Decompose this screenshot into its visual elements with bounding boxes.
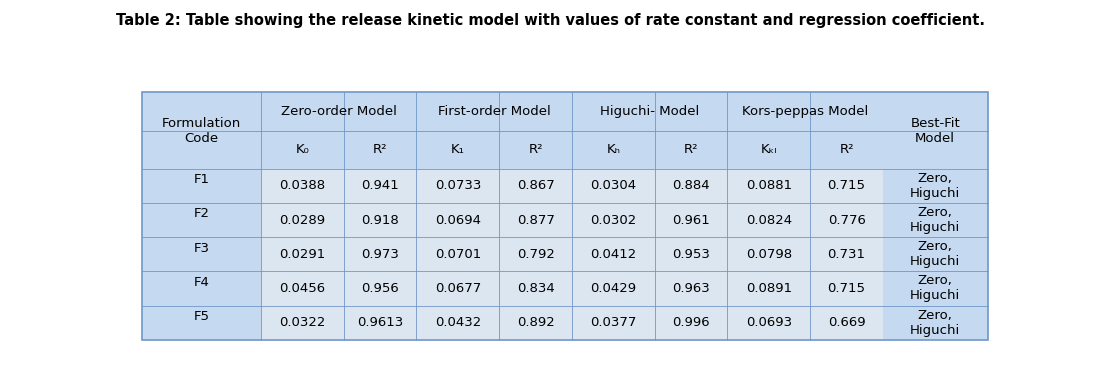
Text: Table 2: Table showing the release kinetic model with values of rate constant an: Table 2: Table showing the release kinet… xyxy=(117,13,985,28)
Text: F4: F4 xyxy=(194,276,209,289)
Text: 0.877: 0.877 xyxy=(517,214,554,227)
Text: Higuchi- Model: Higuchi- Model xyxy=(599,105,699,118)
Text: F1: F1 xyxy=(194,173,209,186)
Text: 0.0881: 0.0881 xyxy=(746,179,792,192)
Text: 0.0701: 0.0701 xyxy=(435,248,480,261)
Text: 0.0291: 0.0291 xyxy=(279,248,325,261)
Text: 0.973: 0.973 xyxy=(361,248,399,261)
Text: 0.0412: 0.0412 xyxy=(591,248,637,261)
Text: R²: R² xyxy=(684,143,699,156)
Text: 0.834: 0.834 xyxy=(517,282,554,295)
Text: 0.669: 0.669 xyxy=(828,316,865,329)
Text: Zero,
Higuchi: Zero, Higuchi xyxy=(910,172,960,200)
Text: 0.0289: 0.0289 xyxy=(279,214,325,227)
Text: 0.892: 0.892 xyxy=(517,316,554,329)
Text: 0.0693: 0.0693 xyxy=(746,316,792,329)
Text: Kₖₗ: Kₖₗ xyxy=(760,143,777,156)
Text: Zero,
Higuchi: Zero, Higuchi xyxy=(910,240,960,268)
Text: First-order Model: First-order Model xyxy=(437,105,550,118)
Text: 0.884: 0.884 xyxy=(672,179,710,192)
Text: 0.731: 0.731 xyxy=(828,248,865,261)
Text: 0.956: 0.956 xyxy=(361,282,399,295)
Text: 0.996: 0.996 xyxy=(672,316,710,329)
Text: K₀: K₀ xyxy=(295,143,310,156)
Text: 0.0377: 0.0377 xyxy=(591,316,637,329)
Text: 0.0429: 0.0429 xyxy=(591,282,637,295)
Text: 0.0432: 0.0432 xyxy=(435,316,480,329)
Text: K₁: K₁ xyxy=(451,143,465,156)
Text: Zero,
Higuchi: Zero, Higuchi xyxy=(910,206,960,234)
Text: Best-Fit
Model: Best-Fit Model xyxy=(910,117,960,144)
Text: 0.963: 0.963 xyxy=(672,282,710,295)
Text: 0.0456: 0.0456 xyxy=(279,282,325,295)
Text: 0.715: 0.715 xyxy=(828,282,865,295)
Text: Kₕ: Kₕ xyxy=(606,143,620,156)
Text: 0.0733: 0.0733 xyxy=(434,179,482,192)
Text: Zero,
Higuchi: Zero, Higuchi xyxy=(910,309,960,336)
Text: F3: F3 xyxy=(194,242,209,254)
Text: 0.0798: 0.0798 xyxy=(746,248,792,261)
Text: F5: F5 xyxy=(194,310,209,323)
Text: 0.918: 0.918 xyxy=(361,214,399,227)
Text: 0.0322: 0.0322 xyxy=(279,316,325,329)
Text: R²: R² xyxy=(372,143,388,156)
Text: 0.0677: 0.0677 xyxy=(435,282,480,295)
Text: Kors-peppas Model: Kors-peppas Model xyxy=(742,105,868,118)
Text: 0.0302: 0.0302 xyxy=(591,214,637,227)
Text: 0.0891: 0.0891 xyxy=(746,282,792,295)
Text: 0.0388: 0.0388 xyxy=(279,179,325,192)
Text: Zero,
Higuchi: Zero, Higuchi xyxy=(910,275,960,303)
Text: 0.792: 0.792 xyxy=(517,248,554,261)
Text: 0.961: 0.961 xyxy=(672,214,710,227)
Text: 0.941: 0.941 xyxy=(361,179,399,192)
Text: 0.0824: 0.0824 xyxy=(746,214,792,227)
Text: 0.715: 0.715 xyxy=(828,179,865,192)
Text: 0.953: 0.953 xyxy=(672,248,710,261)
Text: 0.0304: 0.0304 xyxy=(591,179,637,192)
Text: 0.776: 0.776 xyxy=(828,214,865,227)
Text: 0.867: 0.867 xyxy=(517,179,554,192)
Text: R²: R² xyxy=(528,143,543,156)
Text: R²: R² xyxy=(840,143,854,156)
Text: F2: F2 xyxy=(194,208,209,221)
Text: Formulation
Code: Formulation Code xyxy=(162,117,241,144)
Text: Zero-order Model: Zero-order Model xyxy=(281,105,397,118)
Text: 0.0694: 0.0694 xyxy=(435,214,480,227)
Text: 0.9613: 0.9613 xyxy=(357,316,403,329)
